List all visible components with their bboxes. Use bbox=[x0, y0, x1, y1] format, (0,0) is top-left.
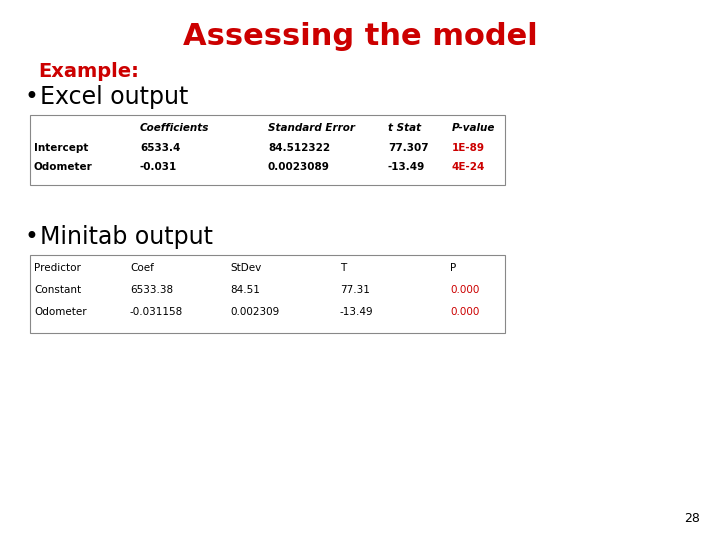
Text: 4E-24: 4E-24 bbox=[452, 162, 485, 172]
Text: StDev: StDev bbox=[230, 263, 261, 273]
Text: 84.51: 84.51 bbox=[230, 285, 260, 295]
Text: 0.002309: 0.002309 bbox=[230, 307, 279, 317]
Text: -13.49: -13.49 bbox=[340, 307, 374, 317]
Text: 6533.38: 6533.38 bbox=[130, 285, 173, 295]
Text: 6533.4: 6533.4 bbox=[140, 143, 181, 153]
Text: 1E-89: 1E-89 bbox=[452, 143, 485, 153]
Text: Odometer: Odometer bbox=[34, 162, 93, 172]
Text: P-value: P-value bbox=[452, 123, 495, 133]
Text: •: • bbox=[25, 85, 39, 109]
FancyBboxPatch shape bbox=[30, 255, 505, 333]
Text: Assessing the model: Assessing the model bbox=[183, 22, 537, 51]
Text: 77.31: 77.31 bbox=[340, 285, 370, 295]
Text: 77.307: 77.307 bbox=[388, 143, 428, 153]
Text: 0.000: 0.000 bbox=[450, 307, 480, 317]
Text: T: T bbox=[340, 263, 346, 273]
Text: Constant: Constant bbox=[34, 285, 81, 295]
Text: 84.512322: 84.512322 bbox=[268, 143, 330, 153]
Text: -0.031: -0.031 bbox=[140, 162, 177, 172]
Text: Example:: Example: bbox=[38, 62, 139, 81]
Text: Excel output: Excel output bbox=[40, 85, 189, 109]
FancyBboxPatch shape bbox=[30, 115, 505, 185]
Text: Coef: Coef bbox=[130, 263, 154, 273]
Text: Minitab output: Minitab output bbox=[40, 225, 213, 249]
Text: -0.031158: -0.031158 bbox=[130, 307, 184, 317]
Text: Intercept: Intercept bbox=[34, 143, 89, 153]
Text: Standard Error: Standard Error bbox=[268, 123, 355, 133]
Text: 28: 28 bbox=[684, 512, 700, 525]
Text: -13.49: -13.49 bbox=[388, 162, 426, 172]
Text: t Stat: t Stat bbox=[388, 123, 421, 133]
Text: •: • bbox=[25, 225, 39, 249]
Text: 0.000: 0.000 bbox=[450, 285, 480, 295]
Text: Odometer: Odometer bbox=[34, 307, 86, 317]
Text: 0.0023089: 0.0023089 bbox=[268, 162, 330, 172]
Text: P: P bbox=[450, 263, 456, 273]
Text: Predictor: Predictor bbox=[34, 263, 81, 273]
Text: Coefficients: Coefficients bbox=[140, 123, 210, 133]
